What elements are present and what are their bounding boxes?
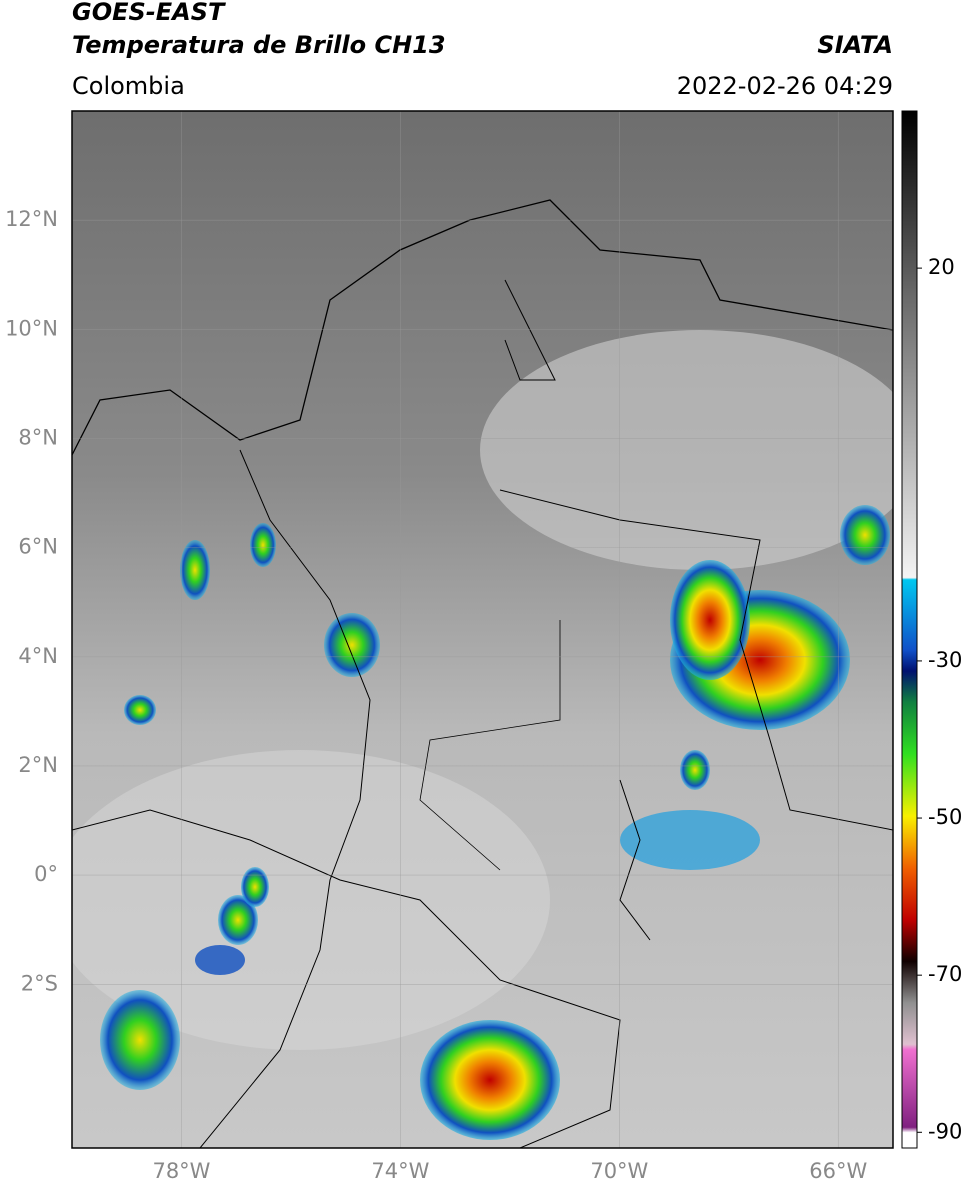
lat-tick-label: 10°N xyxy=(5,316,58,340)
lat-tick-label: 0° xyxy=(34,862,58,886)
lat-tick-label: 8°N xyxy=(18,425,58,449)
lon-tick-label: 74°W xyxy=(371,1159,429,1183)
graticule xyxy=(72,111,893,1148)
colorbar-tick-label: -50 xyxy=(928,805,962,829)
lon-tick-label: 66°W xyxy=(809,1159,867,1183)
lat-tick-label: 12°N xyxy=(5,207,58,231)
colorbar-tick-label: -70 xyxy=(928,962,962,986)
source: SIATA xyxy=(817,31,893,59)
lon-tick-label: 70°W xyxy=(590,1159,648,1183)
colorbar-tick-label: -90 xyxy=(928,1119,962,1143)
region: Colombia xyxy=(72,72,185,100)
lat-tick-label: 2°N xyxy=(18,753,58,777)
lat-tick-label: 2°S xyxy=(21,971,58,995)
colorbar-tick-label: -30 xyxy=(928,648,962,672)
title: GOES-EAST xyxy=(72,0,226,26)
lon-tick-label: 78°W xyxy=(152,1159,210,1183)
satellite-image xyxy=(72,111,893,1148)
lat-tick-label: 6°N xyxy=(18,535,58,559)
datetime: 2022-02-26 04:29 xyxy=(677,72,893,100)
colorbar-tick-label: 20 xyxy=(928,255,955,279)
subtitle: Temperatura de Brillo CH13 xyxy=(72,31,446,59)
map-frame xyxy=(71,110,894,1149)
colorbar xyxy=(901,110,918,1149)
lat-tick-label: 4°N xyxy=(18,644,58,668)
